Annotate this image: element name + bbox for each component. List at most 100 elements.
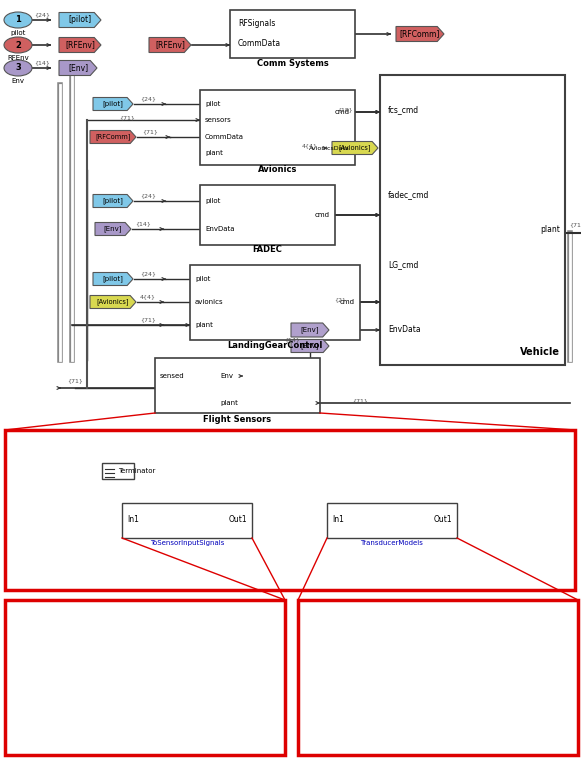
Text: Avionics: Avionics <box>258 165 297 174</box>
Text: [Env]: [Env] <box>68 63 88 72</box>
Polygon shape <box>59 12 101 27</box>
Text: LandingGearControl: LandingGearControl <box>227 340 322 349</box>
Text: {71}: {71} <box>142 129 158 134</box>
Text: [pilot]: [pilot] <box>103 275 123 282</box>
Text: Out1: Out1 <box>503 682 523 691</box>
Text: In1: In1 <box>48 682 62 691</box>
Bar <box>155 358 320 413</box>
Ellipse shape <box>24 460 56 480</box>
Text: {71}: {71} <box>352 398 368 403</box>
Text: FADEC: FADEC <box>253 246 282 254</box>
Text: {71}: {71} <box>67 378 83 383</box>
Text: EnvData: EnvData <box>388 326 421 335</box>
Text: cmd: cmd <box>315 212 330 218</box>
Polygon shape <box>93 195 133 208</box>
Text: plant: plant <box>220 400 238 406</box>
Text: 4{4}: 4{4} <box>302 143 318 148</box>
Text: {14}: {14} <box>135 221 151 226</box>
Text: pilot: pilot <box>205 101 220 107</box>
Polygon shape <box>291 323 329 337</box>
Text: 1: 1 <box>52 664 58 673</box>
Text: TransducerModels: TransducerModels <box>361 540 424 546</box>
Text: pilot: pilot <box>205 198 220 204</box>
Text: AvionicsData: AvionicsData <box>309 145 350 151</box>
Text: {71}: {71} <box>81 510 99 517</box>
Text: [pilot]: [pilot] <box>103 198 123 205</box>
Text: {71}: {71} <box>140 317 156 322</box>
Text: In1: In1 <box>346 682 360 691</box>
Text: LG_cmd: LG_cmd <box>388 260 418 269</box>
Text: Env: Env <box>220 373 233 379</box>
Text: RFSignals: RFSignals <box>238 20 275 28</box>
Bar <box>298 600 578 755</box>
Text: 2: 2 <box>37 515 43 524</box>
Text: [Avionics]: [Avionics] <box>339 145 371 151</box>
Ellipse shape <box>514 510 546 530</box>
Polygon shape <box>90 130 136 144</box>
Text: 1: 1 <box>212 664 218 673</box>
Polygon shape <box>59 61 97 75</box>
Bar <box>190 265 360 340</box>
Text: {14}: {14} <box>34 60 50 65</box>
Text: RFEnv: RFEnv <box>7 55 29 61</box>
Text: {71}: {71} <box>481 510 499 517</box>
Text: [Env]: [Env] <box>301 326 319 333</box>
Bar <box>327 503 457 538</box>
Text: ToSensorInputSignals: ToSensorInputSignals <box>150 540 224 546</box>
Text: plant: plant <box>540 225 560 234</box>
Polygon shape <box>291 339 329 352</box>
Polygon shape <box>332 142 378 154</box>
Text: 2: 2 <box>15 40 21 49</box>
Text: [Env]: [Env] <box>104 225 122 232</box>
Text: {24}: {24} <box>34 12 50 17</box>
Polygon shape <box>396 27 444 42</box>
Text: CommData: CommData <box>238 40 281 49</box>
Text: cmd: cmd <box>335 109 350 115</box>
Text: [RFEnv]: [RFEnv] <box>65 40 95 49</box>
Ellipse shape <box>35 655 75 681</box>
Text: fcs_cmd: fcs_cmd <box>388 106 419 114</box>
Text: {24}: {24} <box>140 193 156 198</box>
Text: 3: 3 <box>15 63 21 72</box>
Text: In1: In1 <box>332 515 344 524</box>
Ellipse shape <box>195 655 235 681</box>
Bar <box>380 75 565 365</box>
Text: {71}: {71} <box>119 115 135 120</box>
Text: plant: plant <box>195 322 213 328</box>
Text: [Env]: [Env] <box>301 342 319 349</box>
Text: sensed: sensed <box>517 532 543 541</box>
Polygon shape <box>93 97 133 110</box>
Text: avionics: avionics <box>195 299 224 305</box>
Polygon shape <box>90 295 136 308</box>
Text: Env: Env <box>33 482 47 491</box>
Ellipse shape <box>333 655 373 681</box>
Bar <box>200 90 355 165</box>
Bar <box>122 503 252 538</box>
Text: In1: In1 <box>127 515 139 524</box>
Text: [RFComm]: [RFComm] <box>95 134 131 140</box>
Ellipse shape <box>24 510 56 530</box>
Polygon shape <box>93 272 133 285</box>
Bar <box>230 10 355 58</box>
Text: 1: 1 <box>527 515 533 524</box>
Text: {71}: {71} <box>433 656 453 665</box>
Text: 1: 1 <box>37 466 43 475</box>
Text: {18}: {18} <box>337 107 353 112</box>
Text: {14}: {14} <box>284 337 300 342</box>
Ellipse shape <box>493 655 533 681</box>
Text: {71}: {71} <box>286 510 304 517</box>
Text: CommData: CommData <box>205 134 244 140</box>
Text: {71}: {71} <box>569 222 581 227</box>
Text: {24}: {24} <box>140 271 156 276</box>
Text: plant: plant <box>30 532 50 541</box>
Polygon shape <box>95 222 131 235</box>
Text: Comm Systems: Comm Systems <box>257 59 328 68</box>
Ellipse shape <box>4 12 32 28</box>
Text: Flight Sensors: Flight Sensors <box>203 415 271 424</box>
Text: sensors: sensors <box>205 117 232 123</box>
Text: Out1: Out1 <box>433 515 452 524</box>
Text: 4{4}: 4{4} <box>140 294 156 299</box>
Text: {14}: {14} <box>71 460 89 467</box>
Text: [pilot]: [pilot] <box>69 15 92 24</box>
Text: EnvData: EnvData <box>205 226 235 232</box>
